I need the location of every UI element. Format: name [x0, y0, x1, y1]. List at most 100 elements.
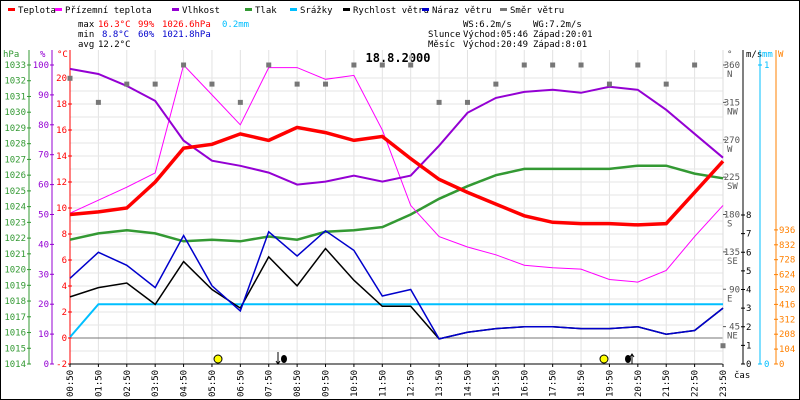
pressure-tick-label: 1017 [4, 313, 26, 323]
direction-compass-label: NW [727, 107, 738, 117]
stat-max-hum: 99% [138, 20, 155, 30]
direction-point [266, 62, 272, 68]
direction-point [720, 343, 726, 349]
humidity-unit: % [40, 50, 46, 60]
humidity-tick-label: 60 [38, 181, 49, 191]
time-tick-label: 19:50 [605, 370, 615, 397]
direction-point [464, 99, 470, 105]
time-tick-label: 16:50 [520, 370, 530, 397]
wind-tick-label: 2 [746, 323, 751, 333]
pressure-tick-label: 1028 [4, 140, 26, 150]
direction-tick-label: 360 [724, 61, 740, 71]
temperature-tick-label: 10 [56, 204, 67, 214]
direction-point [436, 99, 442, 105]
direction-compass-label: E [727, 294, 732, 304]
legend-label: Tlak [255, 6, 277, 16]
direction-point [550, 62, 556, 68]
wind-speed-max: WS:6.2m/s [463, 20, 512, 30]
pressure-tick-label: 1022 [4, 234, 26, 244]
direction-point [181, 62, 187, 68]
temperature-tick-label: 4 [62, 282, 67, 292]
radiation-tick-label: 312 [779, 315, 795, 325]
legend-swatch [290, 8, 297, 11]
legend-swatch [172, 8, 179, 11]
wind-tick-label: 6 [746, 248, 751, 258]
legend-swatch [422, 8, 429, 11]
direction-point [323, 81, 329, 87]
astro-icons [213, 352, 635, 365]
pressure-tick-label: 1027 [4, 155, 26, 165]
series-wind-line [69, 229, 724, 340]
wind-tick-label: 0 [746, 360, 751, 370]
direction-compass-label: SW [727, 182, 738, 192]
time-tick-label: 03:50 [151, 370, 161, 397]
series-temperature-line [69, 125, 725, 227]
x-axis-label: čas [734, 370, 750, 381]
sunrise-icon [213, 354, 223, 364]
stat-max-press: 1026.6hPa [162, 20, 211, 30]
temperature-tick-label: 16 [56, 126, 67, 136]
pressure-tick-label: 1031 [4, 92, 26, 102]
pressure-tick-label: 1024 [4, 203, 26, 213]
direction-point [237, 99, 243, 105]
wind-tick-label: 7 [746, 230, 751, 240]
pressure-tick-label: 1023 [4, 218, 26, 228]
time-tick-label: 11:50 [378, 370, 388, 397]
stat-min-hum: 60% [138, 30, 155, 40]
legend-label: Směr větru [510, 6, 564, 16]
legend-label: Teplota [18, 6, 56, 16]
stat-avg-temp: 12.2°C [98, 40, 131, 50]
stat-max-label: max [78, 20, 95, 30]
direction-point [351, 62, 357, 68]
legend-label: Srážky [300, 6, 333, 16]
time-tick-label: 06:50 [236, 370, 246, 397]
temperature-tick-label: 6 [62, 256, 67, 266]
temperature-tick-label: 12 [56, 178, 67, 188]
pressure-tick-label: 1033 [4, 61, 26, 71]
direction-compass-label: NE [727, 332, 738, 342]
stat-max-rain: 0.2mm [222, 20, 249, 30]
humidity-tick-label: 100 [33, 61, 49, 71]
direction-point [379, 62, 385, 68]
direction-point [663, 81, 669, 87]
pressure-tick-label: 1019 [4, 281, 26, 291]
time-tick-label: 10:50 [350, 370, 360, 397]
time-tick-label: 12:50 [407, 370, 417, 397]
wind-gust-max: WG:7.2m/s [533, 20, 582, 30]
pressure-tick-label: 1021 [4, 250, 26, 260]
pressure-tick-label: 1015 [4, 344, 26, 354]
pressure-tick-label: 1030 [4, 108, 26, 118]
wind-tick-label: 3 [746, 304, 751, 314]
time-tick-label: 05:50 [208, 370, 218, 397]
series-pressure-line [69, 164, 724, 243]
wind-tick-label: 5 [746, 267, 751, 277]
time-tick-label: 02:50 [123, 370, 133, 397]
pressure-tick-label: 1018 [4, 297, 26, 307]
direction-tick-label: 45 [729, 323, 740, 333]
wind-tick-label: 1 [746, 341, 751, 351]
legend-label: Přízemní teplota [65, 6, 152, 16]
moon-icon [281, 355, 287, 363]
temperature-unit: °C [57, 50, 68, 60]
direction-point [95, 99, 101, 105]
direction-tick-label: 90 [729, 285, 740, 295]
stat-max-temp: 16.3°C [98, 20, 131, 30]
legend-swatch [8, 8, 15, 11]
temperature-tick-label: 18 [56, 100, 67, 110]
humidity-tick-label: 80 [38, 121, 49, 131]
direction-compass-label: N [727, 70, 732, 80]
pressure-tick-label: 1020 [4, 266, 26, 276]
humidity-tick-label: 90 [38, 91, 49, 101]
time-tick-label: 09:50 [322, 370, 332, 397]
direction-point [209, 81, 215, 87]
series-humidity-line [69, 67, 724, 186]
radiation-tick-label: 416 [779, 300, 795, 310]
time-tick-label: 00:50 [66, 370, 76, 397]
radiation-tick-label: 936 [779, 226, 795, 236]
stat-min-press: 1021.8hPa [162, 30, 211, 40]
pressure-tick-label: 1029 [4, 124, 26, 134]
time-tick-label: 01:50 [94, 370, 104, 397]
radiation-tick-label: 104 [779, 345, 795, 355]
